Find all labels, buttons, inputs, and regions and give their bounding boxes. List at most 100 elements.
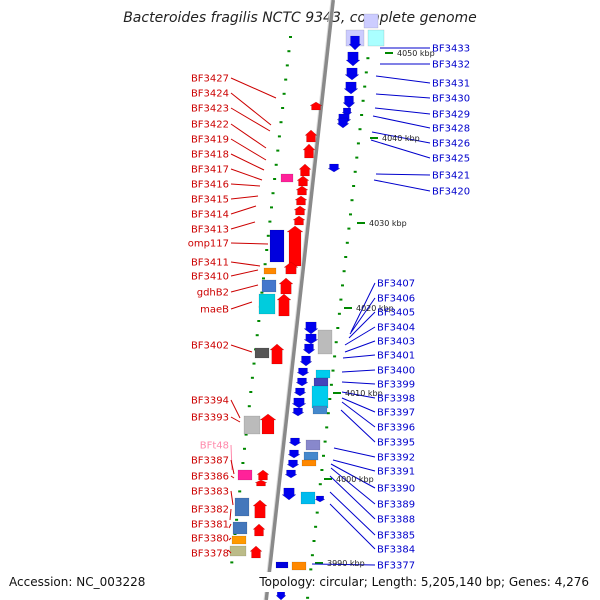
kbp-tick-labels: 4050 kbp 4040 kbp 4030 kbp 4020 kbp 4010… (327, 49, 435, 568)
gene-label-bf3384: BF3384 (377, 545, 415, 556)
gene-label-bf3378: BF3378 (191, 549, 229, 560)
tick-label: 4030 kbp (369, 219, 407, 228)
tick-dash (349, 213, 352, 216)
reverse-gene-arrow (314, 495, 326, 503)
label-leader (230, 261, 261, 267)
tick-dash (244, 433, 248, 436)
reverse-gene-arrow (303, 333, 319, 345)
tick-dash (247, 405, 251, 408)
label-leader (230, 459, 235, 475)
gene-label-bf3391: BF3391 (377, 467, 415, 478)
major-tick (344, 307, 352, 309)
gene-label-bf3386: BF3386 (191, 472, 229, 483)
reverse-gene-arrow (291, 407, 305, 417)
genome-backbone (264, 0, 335, 600)
gene-label-bf3431: BF3431 (432, 79, 470, 90)
tick-dash (337, 312, 341, 315)
gene-label-bf3422: BF3422 (191, 120, 229, 131)
gene-label-bf3421: BF3421 (432, 171, 470, 182)
forward-gene-arrow (298, 163, 312, 177)
tick-dash (270, 206, 273, 209)
gene-box (280, 173, 294, 183)
tick-dash (309, 568, 313, 571)
label-leader (329, 475, 376, 520)
label-leader (230, 183, 261, 187)
gene-box (234, 497, 250, 517)
label-leader (230, 284, 259, 293)
tick-dash (250, 376, 254, 379)
gene-label-bf3418: BF3418 (191, 150, 229, 161)
tick-dash (257, 320, 261, 322)
label-leader (342, 354, 376, 359)
tick-dash (235, 518, 239, 521)
tick-dash (342, 270, 346, 273)
tick-dash (230, 561, 234, 564)
label-leader (230, 269, 259, 277)
tick-dash (339, 298, 343, 301)
label-leader (341, 369, 376, 373)
label-leader (311, 563, 376, 566)
tick-dash (358, 128, 362, 131)
major-tick (324, 478, 332, 480)
gene-label-bf3382: BF3382 (191, 505, 229, 516)
label-leader (330, 463, 376, 489)
gene-label-bf3428: BF3428 (432, 124, 470, 135)
reverse-gene-arrow (348, 35, 362, 51)
tick-dash (260, 291, 264, 294)
gene-label-bf3381: BF3381 (191, 520, 229, 531)
forward-gene-arrow (259, 413, 277, 435)
gene-label-gdhb2: gdhB2 (197, 288, 229, 299)
tick-dash (287, 50, 291, 53)
label-leader (230, 92, 272, 126)
label-leader (340, 409, 376, 443)
tick-dash (352, 185, 356, 187)
tick-dash (281, 107, 285, 109)
label-leader (230, 107, 271, 132)
gene-box (301, 459, 317, 467)
tick-dash (243, 447, 246, 450)
label-leader (230, 221, 256, 230)
tick-dash (325, 426, 329, 429)
gene-label-bf3396: BF3396 (377, 423, 415, 434)
gene-label-bf3395: BF3395 (377, 438, 415, 449)
tick-dash (276, 149, 280, 152)
tick-label: 4000 kbp (336, 475, 374, 484)
gene-box (303, 451, 319, 461)
tick-dash (255, 334, 259, 337)
gene-box (237, 469, 253, 481)
gene-label-bf3427: BF3427 (191, 74, 229, 85)
forward-gene-arrow (254, 479, 268, 487)
gene-label-bf3394: BF3394 (191, 396, 229, 407)
gene-label-bf3410: BF3410 (191, 272, 229, 283)
gene-label-bf3400: BF3400 (377, 366, 415, 377)
gene-label-bf3414: BF3414 (191, 210, 229, 221)
gene-box (367, 29, 385, 47)
gene-label-bf3401: BF3401 (377, 351, 415, 362)
gene-label-bf3405: BF3405 (377, 308, 415, 319)
tick-dash (331, 369, 335, 372)
forward-gene-arrow (286, 225, 304, 267)
reverse-gene-labels: BF3433 BF3432 BF3431 BF3430 BF3429 BF3428 BF34… (377, 44, 470, 572)
tick-dash (326, 412, 330, 415)
tick-dash (266, 234, 270, 237)
gene-box (243, 415, 261, 435)
label-leader (230, 77, 277, 99)
tick-dash (360, 114, 364, 116)
tick-dash (249, 391, 253, 393)
reverse-gene-arrow (327, 163, 341, 173)
reverse-gene-arrow (293, 387, 307, 397)
gene-label-bf3390: BF3390 (377, 484, 415, 495)
reverse-gene-arrow (342, 95, 356, 109)
label-leader (371, 131, 431, 144)
gene-label-bf3424: BF3424 (191, 89, 229, 100)
gene-label-bf3432: BF3432 (432, 60, 470, 71)
gene-box (258, 293, 276, 315)
gene-label-bf3407: BF3407 (377, 279, 415, 290)
gene-label-bf3380: BF3380 (191, 534, 229, 545)
major-tick (315, 562, 323, 564)
label-leader (344, 340, 376, 353)
gene-label-bf3420: BF3420 (432, 187, 470, 198)
tick-dash (347, 227, 351, 230)
label-leader (228, 523, 232, 529)
